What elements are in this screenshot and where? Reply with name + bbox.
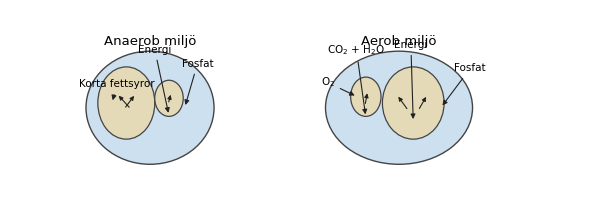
Ellipse shape <box>351 77 381 116</box>
Text: Korta fettsyror: Korta fettsyror <box>79 79 154 99</box>
Ellipse shape <box>155 80 183 116</box>
Text: O$_2$: O$_2$ <box>321 76 354 95</box>
Ellipse shape <box>326 51 472 164</box>
Text: CO$_2$ + H$_2$O: CO$_2$ + H$_2$O <box>327 43 386 113</box>
Text: Aerob miljö: Aerob miljö <box>361 35 437 49</box>
Text: Anaerob miljö: Anaerob miljö <box>104 35 196 49</box>
Text: Fosfat: Fosfat <box>443 63 486 104</box>
Ellipse shape <box>382 67 444 139</box>
Text: Energi: Energi <box>394 40 428 118</box>
Text: Fosfat: Fosfat <box>182 59 213 104</box>
Text: Energi: Energi <box>138 45 171 112</box>
Ellipse shape <box>98 67 155 139</box>
Ellipse shape <box>86 51 214 164</box>
